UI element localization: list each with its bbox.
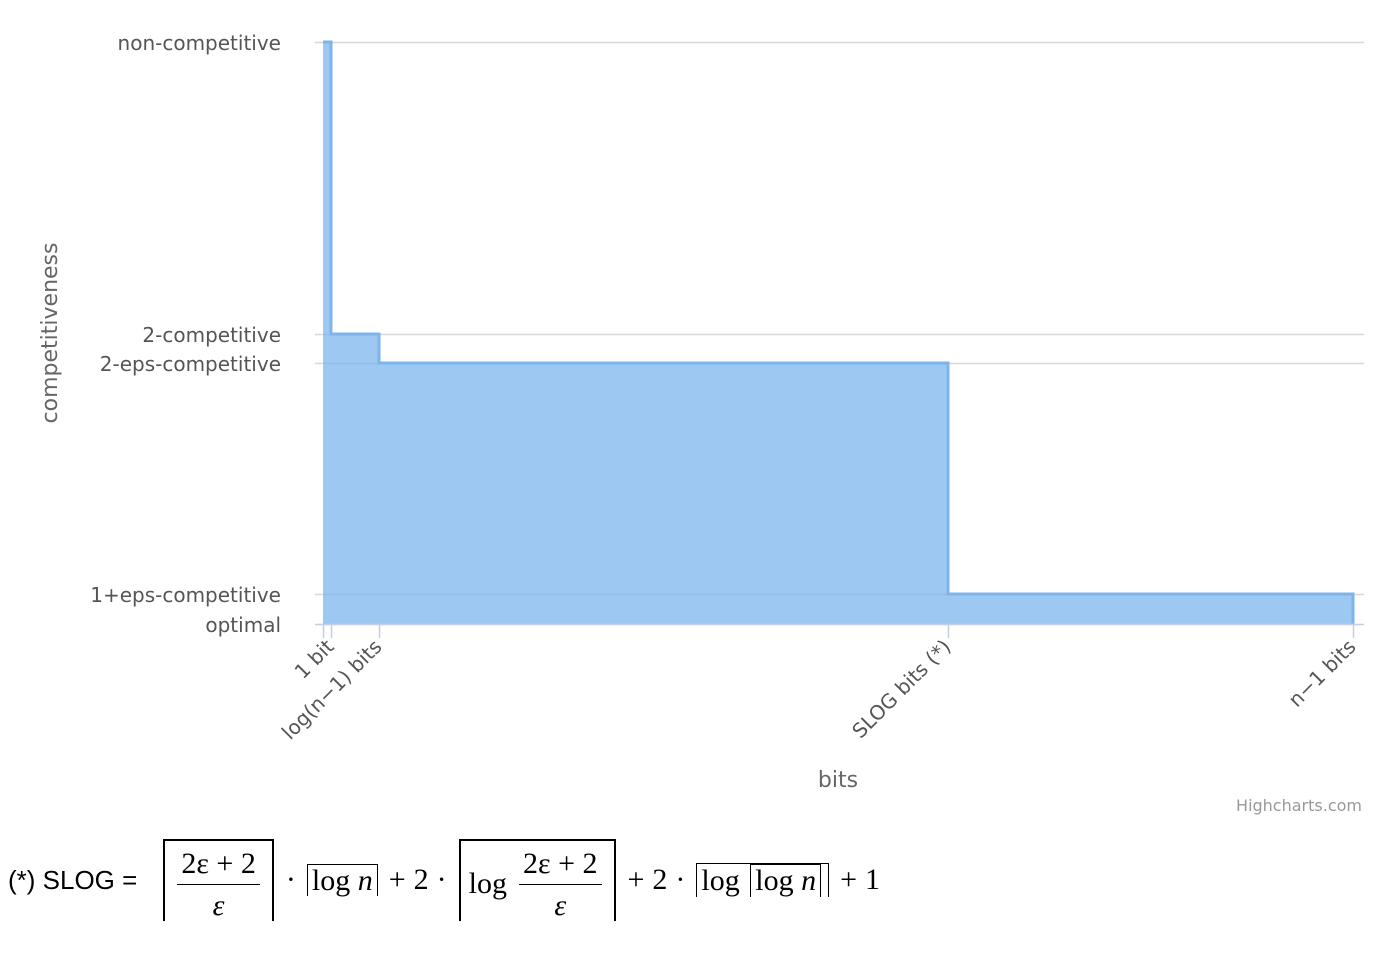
- log-word: log: [311, 863, 351, 897]
- series-area: [323, 40, 1355, 624]
- log-word: log: [468, 867, 507, 900]
- fraction-numerator: 2ε + 2: [518, 847, 602, 885]
- slog-formula: 2ε + 2 ε · log n + 2 · log 2ε + 2 ε + 2 …: [159, 839, 881, 922]
- y-tick-label: 2-competitive: [142, 323, 281, 347]
- footnote-prefix: (*) SLOG =: [8, 864, 138, 895]
- var-n: n: [357, 863, 373, 897]
- dot-operator: ·: [675, 863, 686, 896]
- plus-operator: +: [627, 863, 645, 896]
- const-one: 1: [865, 863, 881, 896]
- var-n: n: [801, 864, 817, 898]
- x-tick-label: n−1 bits: [1283, 635, 1360, 712]
- plus-operator: +: [840, 863, 858, 896]
- ceil-bracket: 2ε + 2 ε: [163, 839, 274, 922]
- x-tick-label: SLOG bits (*): [847, 635, 955, 743]
- axes: [315, 623, 1364, 638]
- y-axis-labels: optimal 1+eps-competitive 2-eps-competitiv…: [90, 31, 281, 637]
- y-axis-title: competitiveness: [38, 243, 63, 424]
- fraction: 2ε + 2 ε: [177, 847, 260, 922]
- x-axis-title: bits: [818, 768, 858, 793]
- ceil-bracket: log n: [306, 863, 378, 897]
- fraction: 2ε + 2 ε: [518, 847, 602, 922]
- const-two: 2: [652, 863, 668, 896]
- y-tick-label: 1+eps-competitive: [90, 583, 281, 607]
- highcharts-credit-link[interactable]: Highcharts.com: [1236, 796, 1362, 815]
- log-word: log: [701, 864, 740, 898]
- series-line: [323, 40, 1355, 624]
- fraction-denominator: ε: [554, 888, 567, 922]
- fraction-numerator: 2ε + 2: [177, 847, 260, 885]
- ceil-bracket: log log n: [696, 863, 830, 898]
- log-word: log: [755, 864, 794, 898]
- dot-operator: ·: [436, 863, 447, 896]
- const-two: 2: [413, 863, 429, 896]
- fraction-denominator: ε: [212, 888, 225, 922]
- ceil-bracket: log 2ε + 2 ε: [458, 839, 616, 922]
- slog-footnote: (*) SLOG = 2ε + 2 ε · log n + 2 · log 2ε…: [8, 835, 880, 925]
- y-tick-label: optimal: [205, 613, 281, 637]
- y-tick-label: 2-eps-competitive: [100, 352, 281, 376]
- series-area-fill: [323, 42, 1353, 624]
- ceil-bracket: log n: [750, 864, 822, 898]
- y-tick-label: non-competitive: [118, 31, 281, 55]
- plus-operator: +: [388, 863, 406, 896]
- chart: optimal 1+eps-competitive 2-eps-competitiv…: [38, 31, 1364, 815]
- dot-operator: ·: [285, 863, 296, 896]
